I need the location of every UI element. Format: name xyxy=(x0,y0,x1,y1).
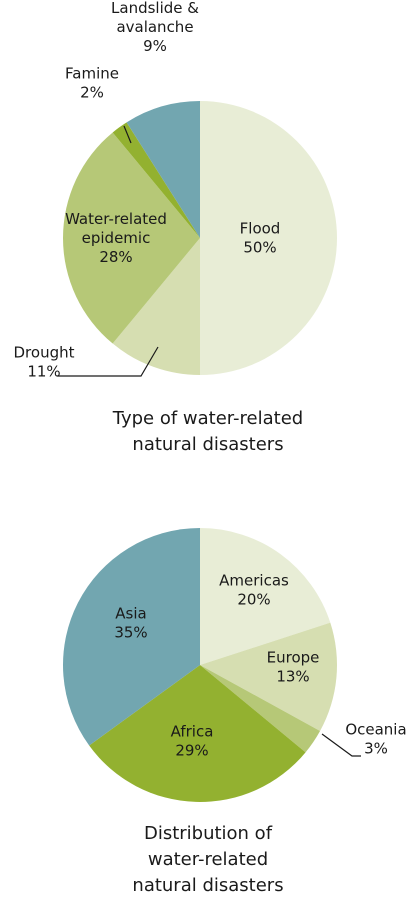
slice-name: Asia xyxy=(115,605,146,623)
slice-label-famine: Famine 2% xyxy=(65,65,119,102)
slice-label-drought: Drought 11% xyxy=(14,344,75,381)
pie-slice-famine xyxy=(112,122,200,238)
chart-caption-line: Type of water-related xyxy=(112,408,303,429)
slice-name: Flood xyxy=(240,220,281,238)
pie-slice-oceania xyxy=(200,665,321,753)
slice-label-landslide-avalanche: Landslide & avalanche 9% xyxy=(111,0,199,55)
slice-name: epidemic xyxy=(82,229,151,247)
slice-value: 50% xyxy=(243,239,276,257)
chart-caption-line: water-related xyxy=(148,849,268,870)
slice-value: 35% xyxy=(114,624,147,642)
pie-slice-asia xyxy=(63,528,201,746)
slice-label-africa: Africa 29% xyxy=(171,723,214,760)
slice-name: Landslide & xyxy=(111,0,199,17)
chart-caption: Distribution of water-related natural disa… xyxy=(132,823,283,896)
slice-value: 11% xyxy=(27,363,60,381)
slice-name: Africa xyxy=(171,723,214,741)
pie-slice-europe xyxy=(200,622,337,732)
leader-line-famine xyxy=(123,125,132,144)
slice-value: 3% xyxy=(364,740,388,758)
leader-line-oceania xyxy=(321,733,361,757)
slice-label-water-related-epidemic: Water-related epidemic 28% xyxy=(65,210,167,266)
slice-label-europe: Europe 13% xyxy=(267,649,320,686)
pie-chart-disaster-distribution: Americas 20% Europe 13% Oceania 3% Africa 29% As… xyxy=(63,528,407,896)
pie-chart-disaster-types: Flood 50%Drought 11%Water-related epidemic 2… xyxy=(14,0,337,455)
slice-label-americas: Americas 20% xyxy=(219,572,289,609)
slice-name: Oceania xyxy=(345,721,406,739)
chart-caption-line: natural disasters xyxy=(132,875,283,896)
pie-slice-water-related-epidemic xyxy=(62,132,200,344)
chart-caption: Type of water-related natural disasters xyxy=(112,408,303,455)
chart-caption-line: natural disasters xyxy=(132,434,283,455)
slice-label-oceania: Oceania 3% xyxy=(345,721,406,758)
leader-line-drought xyxy=(57,346,159,377)
slice-value: 9% xyxy=(143,37,167,55)
slice-name: Famine xyxy=(65,65,119,83)
slice-name: avalanche xyxy=(116,18,193,36)
slice-value: 28% xyxy=(99,248,132,266)
slice-label-flood: Flood 50% xyxy=(240,220,281,257)
slice-value: 29% xyxy=(175,742,208,760)
pie-slice-flood xyxy=(200,101,337,375)
slice-name: Drought xyxy=(14,344,75,362)
slice-value: 13% xyxy=(276,668,309,686)
slice-value: 2% xyxy=(80,84,104,102)
pie-slice-africa xyxy=(89,665,306,802)
pie-slice-drought xyxy=(112,238,200,375)
slice-name: Water-related xyxy=(65,210,167,228)
slice-name: Europe xyxy=(267,649,320,667)
slice-name: Americas xyxy=(219,572,289,590)
chart-caption-line: Distribution of xyxy=(144,823,273,844)
pie-slice-landslide-avalanche xyxy=(126,101,200,238)
slice-value: 20% xyxy=(237,591,270,609)
slice-label-asia: Asia 35% xyxy=(114,605,147,642)
pie-slice-americas xyxy=(200,528,331,665)
